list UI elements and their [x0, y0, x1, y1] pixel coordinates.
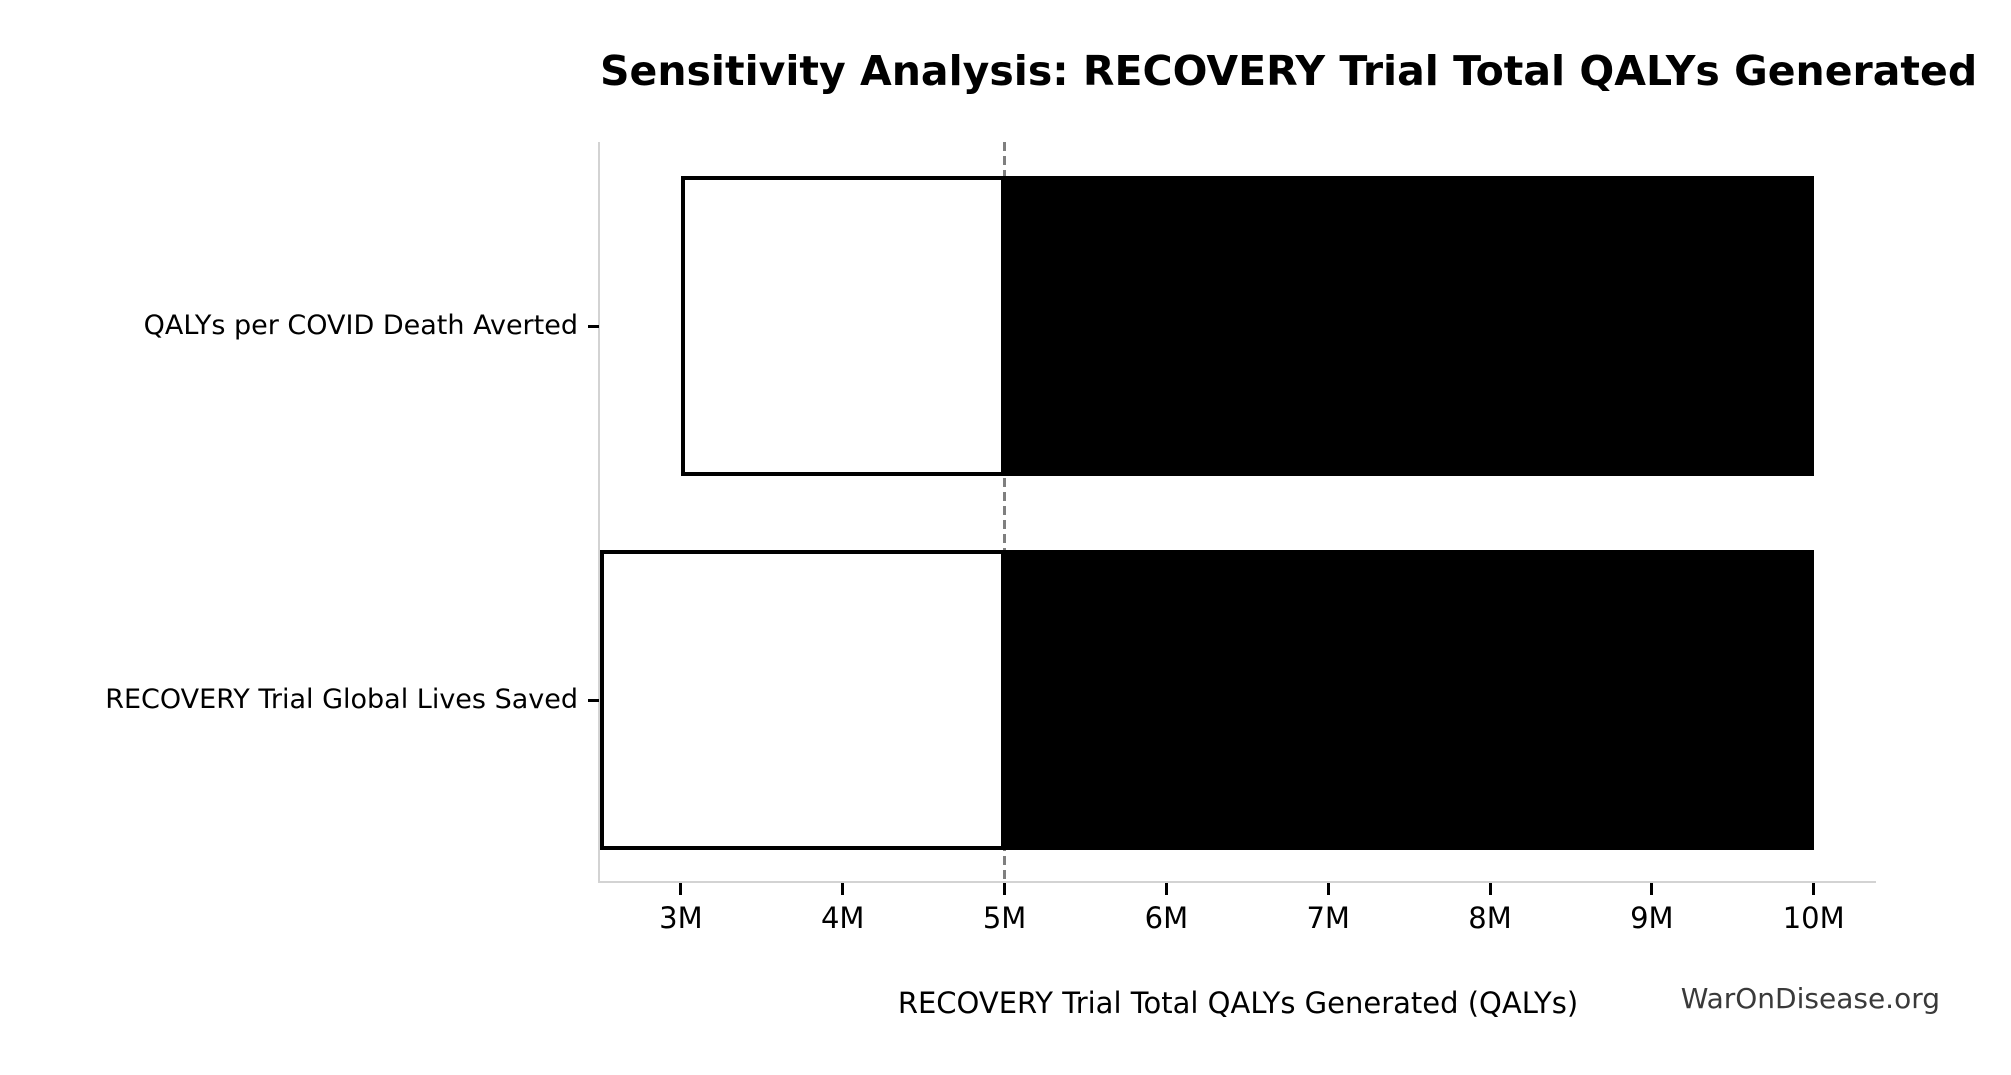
y-tick-label-1: RECOVERY Trial Global Lives Saved: [105, 684, 578, 715]
x-tick-mark-1: [841, 883, 845, 895]
x-tick-mark-5: [1488, 883, 1492, 895]
x-tick-mark-6: [1650, 883, 1654, 895]
x-tick-label-5: 8M: [1468, 901, 1512, 935]
x-tick-mark-4: [1326, 883, 1330, 895]
y-axis-spine: [598, 142, 600, 883]
x-axis-label: RECOVERY Trial Total QALYs Generated (QA…: [897, 986, 1579, 1020]
x-tick-label-6: 9M: [1630, 901, 1674, 935]
x-tick-mark-0: [679, 883, 683, 895]
y-tick-label-0: QALYs per COVID Death Averted: [143, 310, 578, 341]
baseline-dashed-line: [1003, 142, 1007, 881]
plot-area: [598, 142, 1876, 895]
chart-title: Sensitivity Analysis: RECOVERY Trial Tot…: [600, 47, 1978, 95]
bar-low-segment-0: [680, 176, 1005, 476]
x-tick-label-7: 10M: [1782, 901, 1845, 935]
watermark-text: WarOnDisease.org: [1680, 982, 1940, 1015]
x-tick-label-0: 3M: [659, 901, 703, 935]
y-tick-mark-1: [588, 698, 599, 702]
bar-high-segment-1: [1004, 550, 1814, 850]
bar-high-segment-0: [1004, 176, 1814, 476]
x-axis-spine: [598, 881, 1876, 883]
bar-low-segment-1: [600, 550, 1005, 850]
x-tick-mark-3: [1164, 883, 1168, 895]
y-tick-mark-0: [588, 324, 599, 328]
x-tick-mark-7: [1812, 883, 1816, 895]
x-tick-label-4: 7M: [1306, 901, 1350, 935]
x-tick-label-3: 6M: [1144, 901, 1189, 935]
x-tick-label-2: 5M: [982, 901, 1027, 935]
x-tick-mark-2: [1003, 883, 1007, 895]
x-tick-label-1: 4M: [820, 901, 865, 935]
